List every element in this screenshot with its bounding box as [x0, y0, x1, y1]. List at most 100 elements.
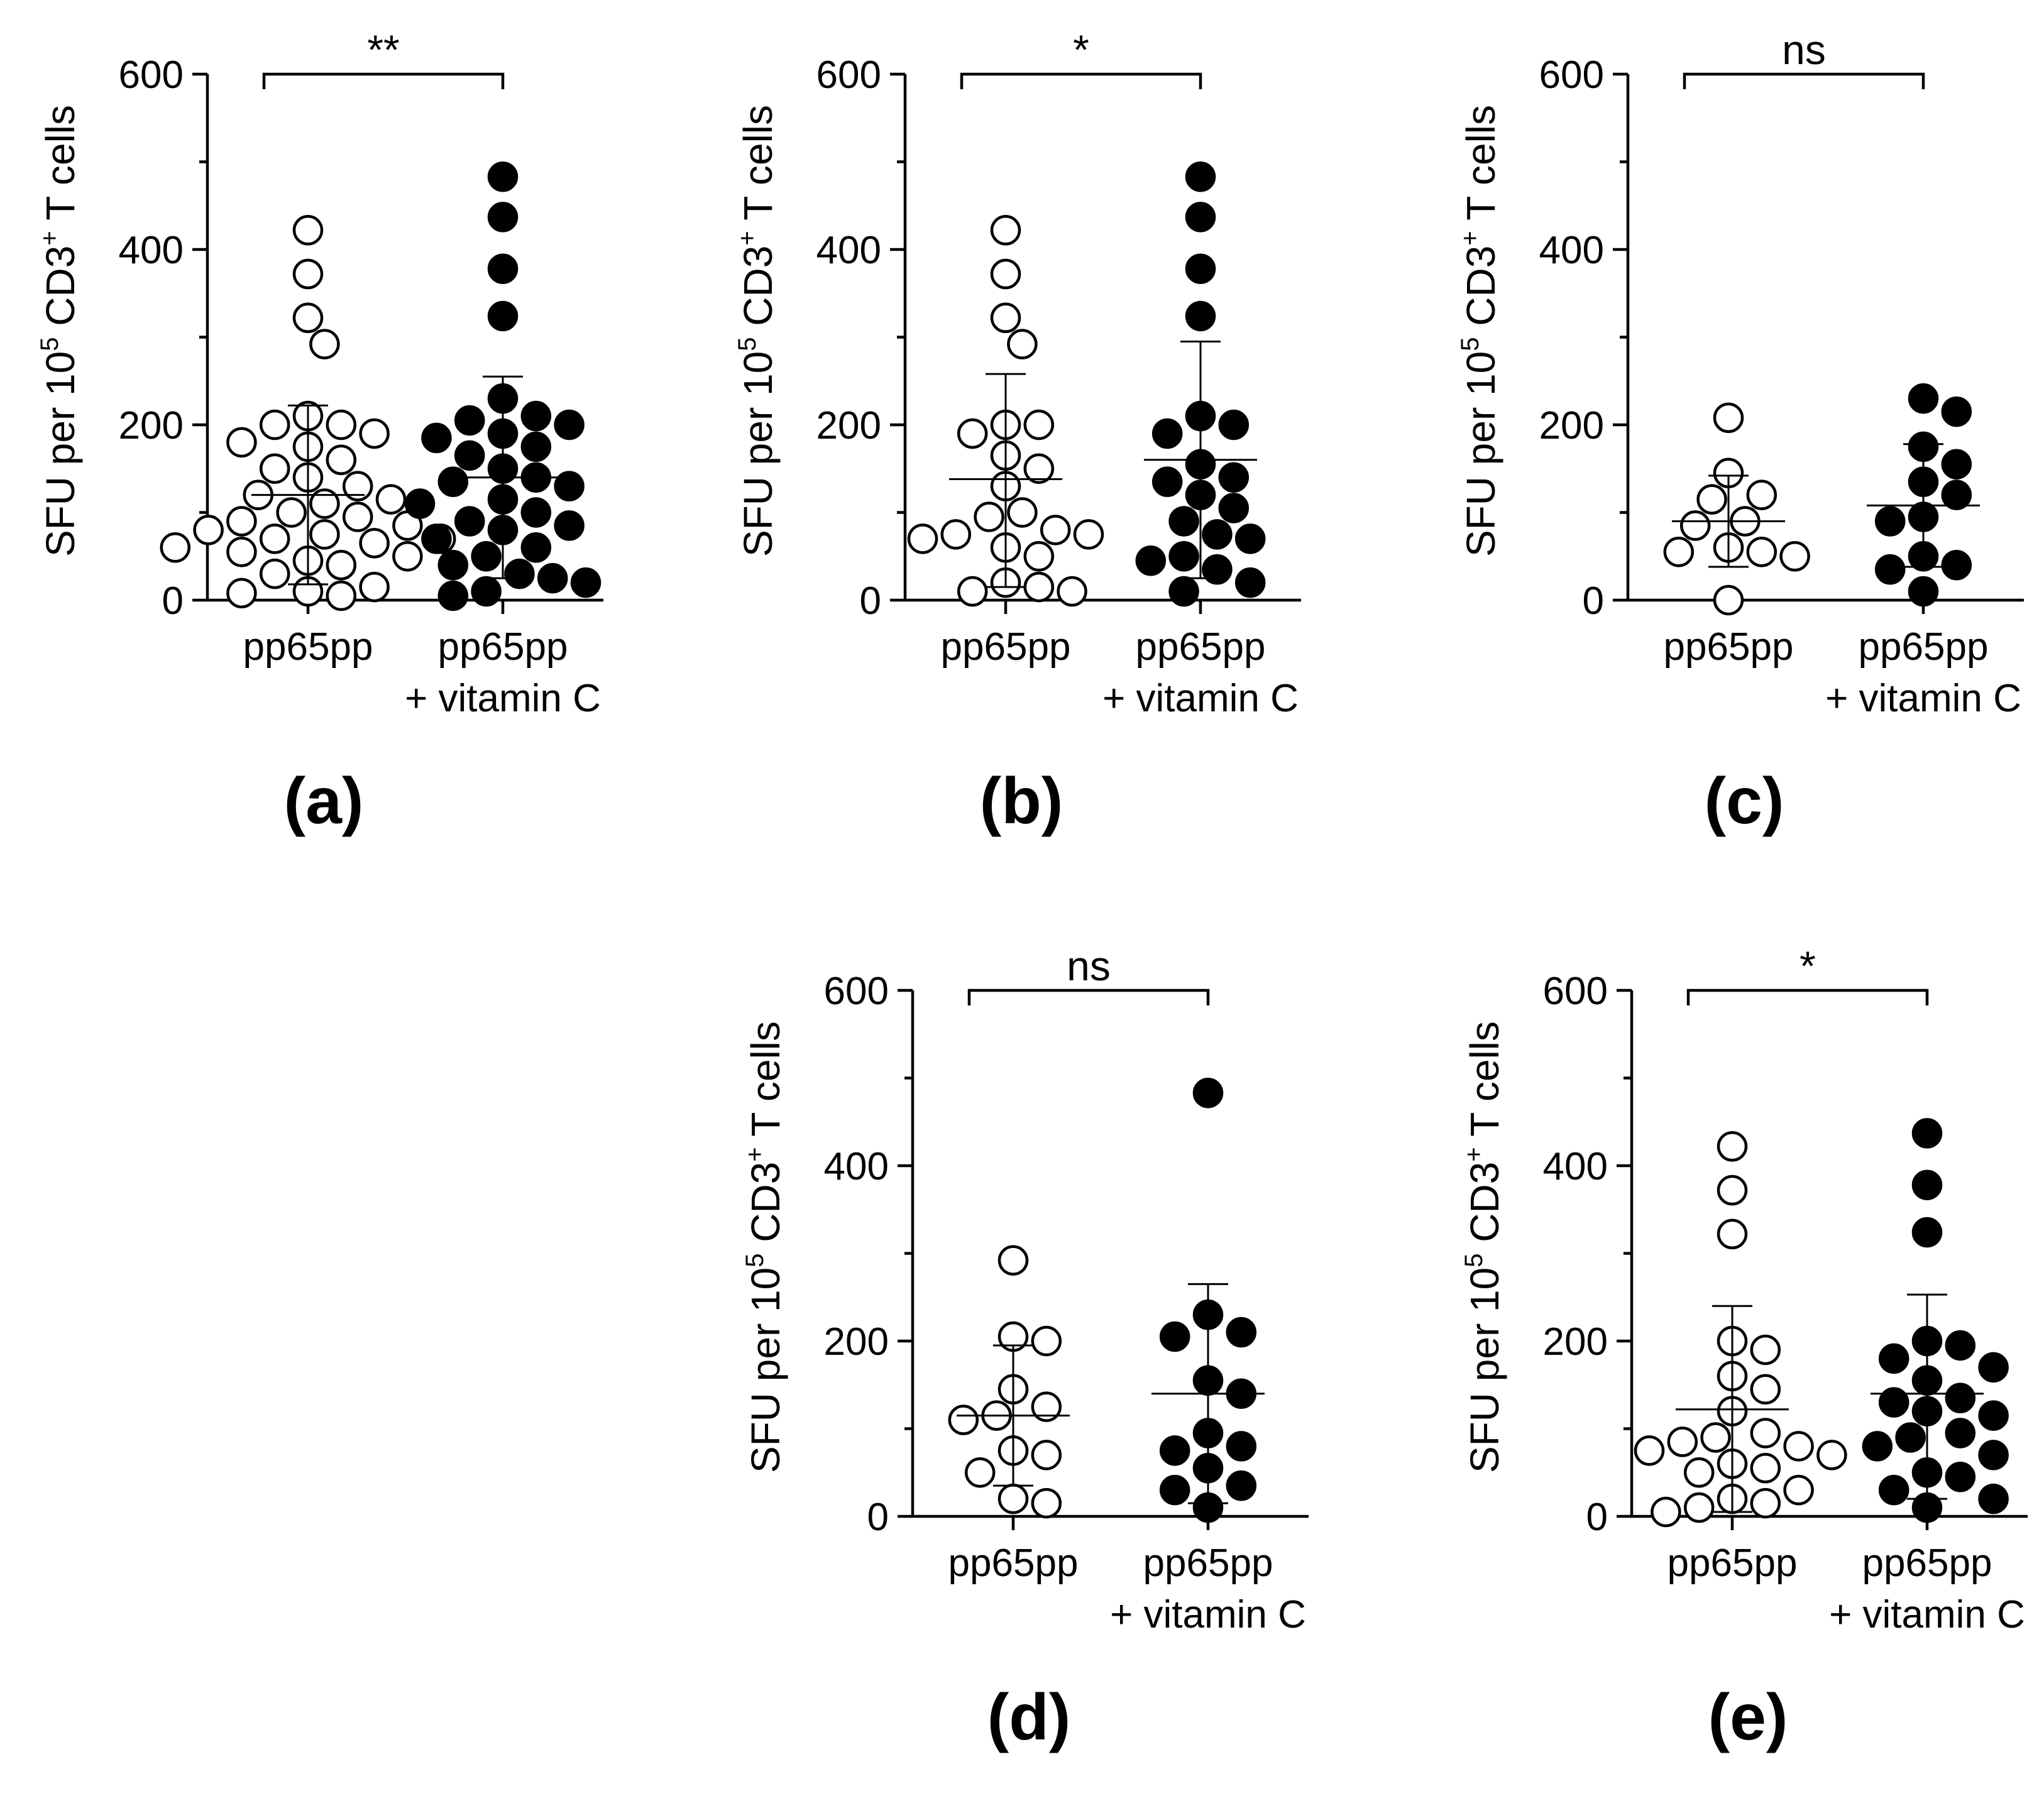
data-point [437, 580, 469, 611]
x-category-label: + vitamin C [405, 677, 601, 720]
panel-a: 0 200 400 600 SFU per 105 CD3+ T cells pp65pp… [0, 0, 691, 880]
data-point [520, 431, 552, 463]
data-point [1168, 541, 1199, 572]
data-point [309, 488, 340, 519]
data-point [259, 558, 290, 589]
data-point [342, 471, 373, 501]
data-point [1713, 402, 1744, 434]
x-category-label: pp65pp [1136, 625, 1266, 669]
data-point [1159, 1321, 1190, 1352]
data-point [1168, 506, 1199, 537]
data-point [1941, 396, 1972, 427]
data-point [359, 528, 390, 559]
chart-svg-b: 0 200 400 600 SFU per 105 CD3+ T cells pp65pp… [734, 26, 1301, 838]
y-tick-label: 0 [867, 1496, 889, 1539]
significance-bracket [262, 72, 505, 89]
significance-label: ** [367, 26, 399, 73]
data-point [997, 1245, 1029, 1276]
data-point [1168, 576, 1199, 607]
data-point [520, 532, 552, 563]
data-point [1135, 545, 1167, 576]
data-point [226, 537, 257, 567]
data-point [1908, 383, 1939, 414]
panel-d: 0 200 400 600 SFU per 105 CD3+ T cells pp65pp… [705, 916, 1397, 1796]
data-point [964, 1457, 996, 1488]
data-point [1696, 484, 1727, 515]
data-point [1031, 1391, 1062, 1422]
data-point [1945, 1383, 1976, 1413]
data-point [1713, 584, 1744, 616]
panel-letter: (c) [1704, 765, 1784, 838]
data-point [1874, 506, 1906, 537]
data-point [292, 302, 324, 334]
chart-svg-c: 0 200 400 600 SFU per 105 CD3+ T cells pp65pp… [1456, 26, 2024, 838]
y-axis-label: SFU per 105 CD3+ T cells [1456, 105, 1503, 557]
data-point [1779, 541, 1810, 572]
data-point [1746, 479, 1778, 510]
data-point [537, 562, 568, 594]
data-point [1874, 554, 1906, 585]
y-tick-label: 0 [1583, 579, 1604, 623]
data-point [1816, 1440, 1847, 1470]
data-point [471, 576, 502, 607]
significance-bracket [960, 72, 1202, 89]
data-point [957, 418, 988, 449]
x-category-label: + vitamin C [1102, 677, 1299, 720]
data-point [404, 488, 436, 519]
data-point [1679, 510, 1711, 541]
data-point [990, 302, 1021, 334]
data-point [326, 549, 357, 581]
significance-label: ns [1067, 943, 1111, 989]
data-point [1750, 1487, 1781, 1519]
y-tick-label: 400 [1543, 1145, 1608, 1188]
panel-e: 0 200 400 600 SFU per 105 CD3+ T cells pp65pp… [1424, 916, 2044, 1796]
data-point [990, 215, 1021, 246]
data-point [259, 453, 290, 484]
data-point [1667, 1426, 1698, 1457]
data-point [1978, 1483, 2009, 1514]
significance-label: * [1073, 26, 1089, 73]
data-point [940, 519, 972, 550]
data-point [1159, 1474, 1190, 1506]
y-tick-label: 600 [1543, 970, 1608, 1013]
y-tick-label: 600 [824, 970, 889, 1013]
significance-bracket [967, 988, 1210, 1005]
data-point [359, 571, 390, 603]
data-point [1031, 1440, 1062, 1470]
data-point [1700, 1422, 1731, 1453]
data-point [1783, 1431, 1814, 1462]
data-point [1978, 1400, 2009, 1431]
x-category-label: + vitamin C [1110, 1593, 1306, 1636]
x-category-label: pp65pp [438, 625, 568, 669]
data-point [974, 501, 1004, 532]
data-point [1202, 554, 1233, 585]
y-tick-label: 600 [119, 53, 184, 97]
y-tick-label: 400 [816, 229, 881, 272]
data-point [1007, 329, 1038, 359]
panel-c: 0 200 400 600 SFU per 105 CD3+ T cells pp65pp… [1420, 0, 2044, 880]
data-point [309, 519, 340, 550]
data-point [1218, 462, 1250, 493]
data-point [292, 258, 324, 290]
data-point [326, 409, 357, 441]
y-tick-label: 200 [119, 404, 184, 447]
data-point [487, 161, 519, 192]
data-point [1945, 1461, 1976, 1492]
data-point [1941, 449, 1972, 480]
data-point [392, 541, 423, 572]
chart-svg-a: 0 200 400 600 SFU per 105 CD3+ T cells pp65pp… [36, 26, 603, 838]
data-point [1218, 409, 1250, 441]
data-point [1941, 549, 1972, 581]
data-point [487, 253, 519, 284]
x-category-label: pp65pp [941, 625, 1071, 669]
data-point [1878, 1387, 1909, 1418]
data-point [1185, 202, 1216, 233]
x-category-label: pp65pp [243, 625, 373, 669]
x-category-label: pp65pp [1859, 625, 1989, 669]
data-point [1717, 1218, 1748, 1250]
data-point [1073, 519, 1104, 550]
data-point [1911, 1118, 1943, 1149]
y-tick-label: 200 [824, 1320, 889, 1364]
data-point [1717, 1175, 1748, 1206]
panel-letter: (e) [1708, 1681, 1788, 1754]
